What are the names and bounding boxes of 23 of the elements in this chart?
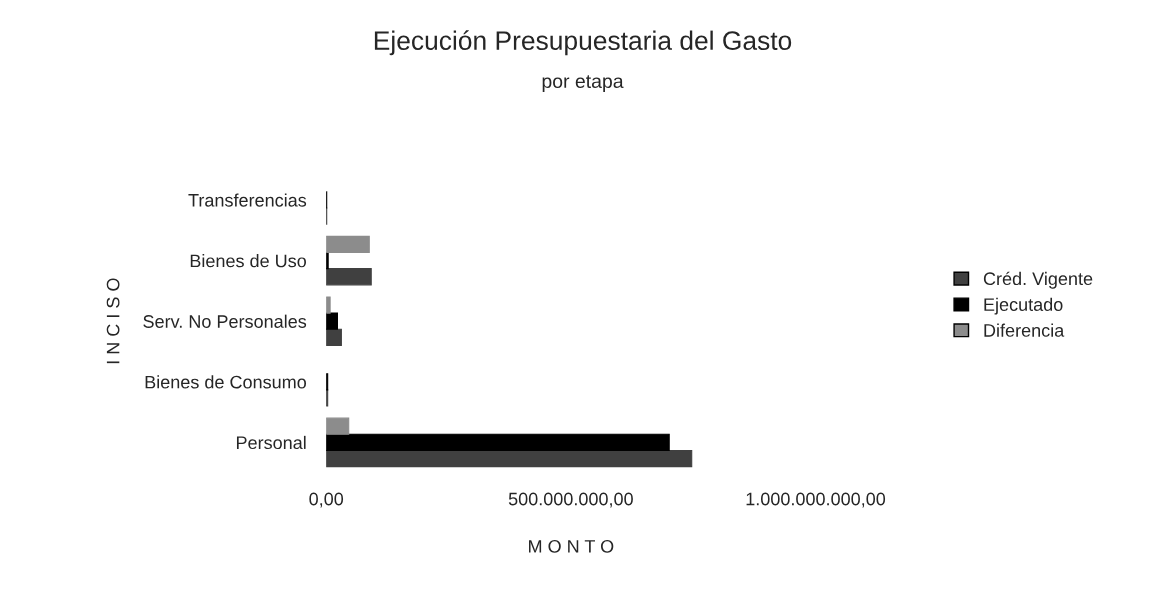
bar: [326, 433, 670, 452]
bar: [326, 417, 350, 435]
legend-label: Ejecutado: [984, 297, 1063, 315]
y-axis-title: I N C I S O: [106, 278, 120, 364]
y-tick-label: Personal: [236, 435, 306, 450]
bar: [326, 449, 693, 468]
bar: [326, 328, 342, 346]
bar: [326, 312, 339, 330]
y-tick-label: Serv. No Personales: [143, 314, 307, 328]
bar: [326, 296, 331, 314]
x-tick-label: 1.000.000.000,00: [746, 492, 886, 508]
x-tick-label: 0,00: [309, 492, 344, 508]
y-tick-label: Transferencias: [188, 193, 307, 207]
bar: [326, 268, 372, 286]
legend-label: Diferencia: [984, 323, 1065, 337]
legend-label: Créd. Vigente: [983, 271, 1093, 289]
y-tick-label: Bienes de Uso: [190, 254, 306, 268]
chart-subtitle: por etapa: [542, 75, 624, 92]
y-tick-label: Bienes de Consumo: [145, 375, 307, 389]
x-axis-title: M O N T O: [529, 539, 614, 553]
x-tick-label: 500.000.000,00: [508, 492, 633, 508]
bar: [326, 235, 370, 254]
chart-title: Ejecución Presupuestaria del Gasto: [374, 30, 792, 56]
